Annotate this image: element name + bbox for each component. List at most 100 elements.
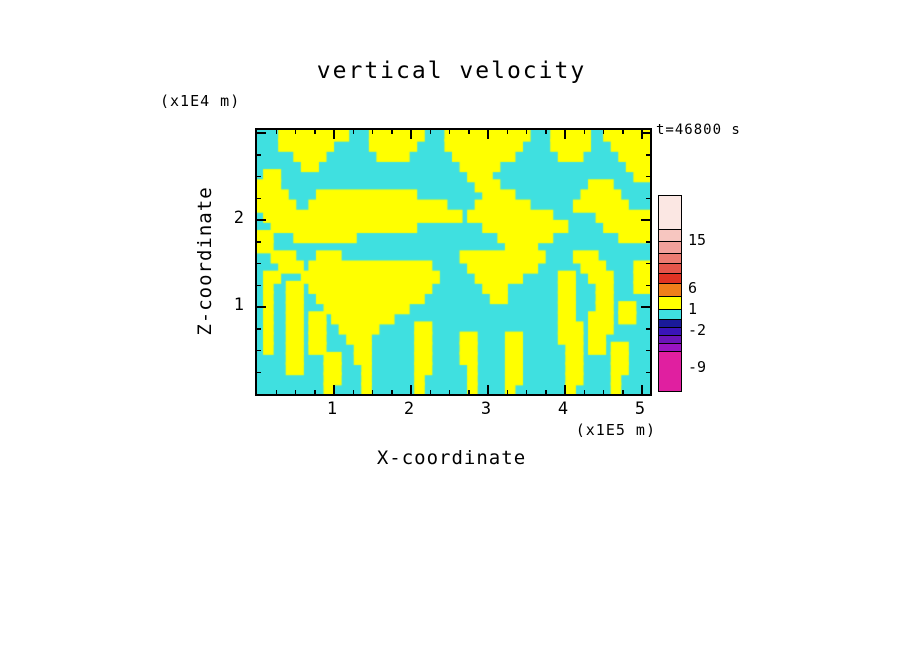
tick-mark [294,130,297,134]
tick-mark [646,349,650,352]
tick-mark [257,175,261,178]
tick-mark [410,385,412,394]
tick-mark [275,390,277,394]
tick-mark [257,241,261,243]
colorbar-segment [659,283,681,296]
tick-mark [257,132,266,134]
colorbar-label: -2 [688,321,707,339]
tick-mark [257,328,261,330]
tick-mark [257,154,261,156]
y-tick-label: 1 [233,295,244,315]
tick-mark [641,385,643,394]
tick-mark [564,385,566,394]
tick-mark [646,154,650,156]
heatmap-canvas [257,130,650,394]
tick-mark [646,197,650,199]
colorbar-segment [659,229,681,241]
tick-mark [468,390,470,394]
tick-mark [646,284,650,286]
tick-mark [487,385,489,394]
tick-mark [391,390,393,394]
colorbar-segment [659,196,681,229]
colorbar-segment [659,335,681,343]
tick-mark [602,390,605,394]
tick-mark [487,130,489,139]
x-tick-label: 2 [403,399,415,419]
tick-mark [506,130,508,134]
tick-mark [583,130,585,134]
x-axis-title: X-coordinate [376,447,527,469]
colorbar-segment [659,319,681,327]
tick-mark [257,284,261,286]
x-tick-label: 5 [634,399,646,419]
colorbar-segment [659,273,681,283]
y-tick-label: 2 [233,208,244,228]
colorbar-segment [659,253,681,263]
tick-mark [333,385,335,394]
tick-mark [641,219,650,221]
tick-mark [525,390,528,394]
colorbar-segment [659,241,681,253]
tick-mark [646,241,650,243]
colorbar-segment [659,263,681,273]
tick-mark [275,130,277,134]
x-tick-label: 4 [557,399,569,419]
tick-mark [641,306,650,308]
tick-mark [622,390,624,394]
tick-mark [583,390,585,394]
tick-mark [564,130,566,139]
tick-mark [646,328,650,330]
tick-mark [545,390,547,394]
tick-mark [641,130,643,139]
colorbar-label: -9 [688,358,707,376]
tick-mark [429,130,431,134]
tick-mark [391,130,393,134]
tick-mark [410,130,412,139]
colorbar-segment [659,296,681,309]
tick-mark [506,390,508,394]
colorbar-segment [659,343,681,351]
tick-mark [257,306,266,308]
tick-mark [294,390,297,394]
tick-mark [646,175,650,178]
tick-mark [371,390,374,394]
colorbar [658,195,682,392]
x-axis-unit-label: (x1E5 m) [575,421,656,439]
tick-mark [448,130,451,134]
colorbar-segment [659,309,681,319]
colorbar-segment [659,327,681,335]
tick-mark [448,390,451,394]
tick-mark [641,132,650,134]
tick-mark [429,390,431,394]
x-tick-label: 1 [326,399,338,419]
tick-mark [257,349,261,352]
tick-mark [314,130,316,134]
tick-mark [602,130,605,134]
tick-mark [646,262,650,265]
tick-mark [352,130,354,134]
colorbar-label: 6 [688,279,698,297]
colorbar-segment [659,351,681,391]
y-axis-unit-label: (x1E4 m) [160,92,241,110]
tick-mark [333,130,335,139]
tick-mark [257,197,261,199]
colorbar-label: 1 [688,300,698,318]
tick-mark [545,130,547,134]
plot-frame [255,128,652,396]
tick-mark [257,262,261,265]
tick-mark [622,130,624,134]
y-axis-title: Z-coordinate [194,186,216,336]
tick-mark [314,390,316,394]
tick-mark [646,371,650,373]
chart-title: vertical velocity [316,58,587,84]
colorbar-label: 15 [688,231,707,249]
tick-mark [371,130,374,134]
tick-mark [525,130,528,134]
tick-mark [352,390,354,394]
tick-mark [257,371,261,373]
tick-mark [257,219,266,221]
tick-mark [468,130,470,134]
x-tick-label: 3 [480,399,492,419]
time-annotation: t=46800 s [656,122,741,138]
